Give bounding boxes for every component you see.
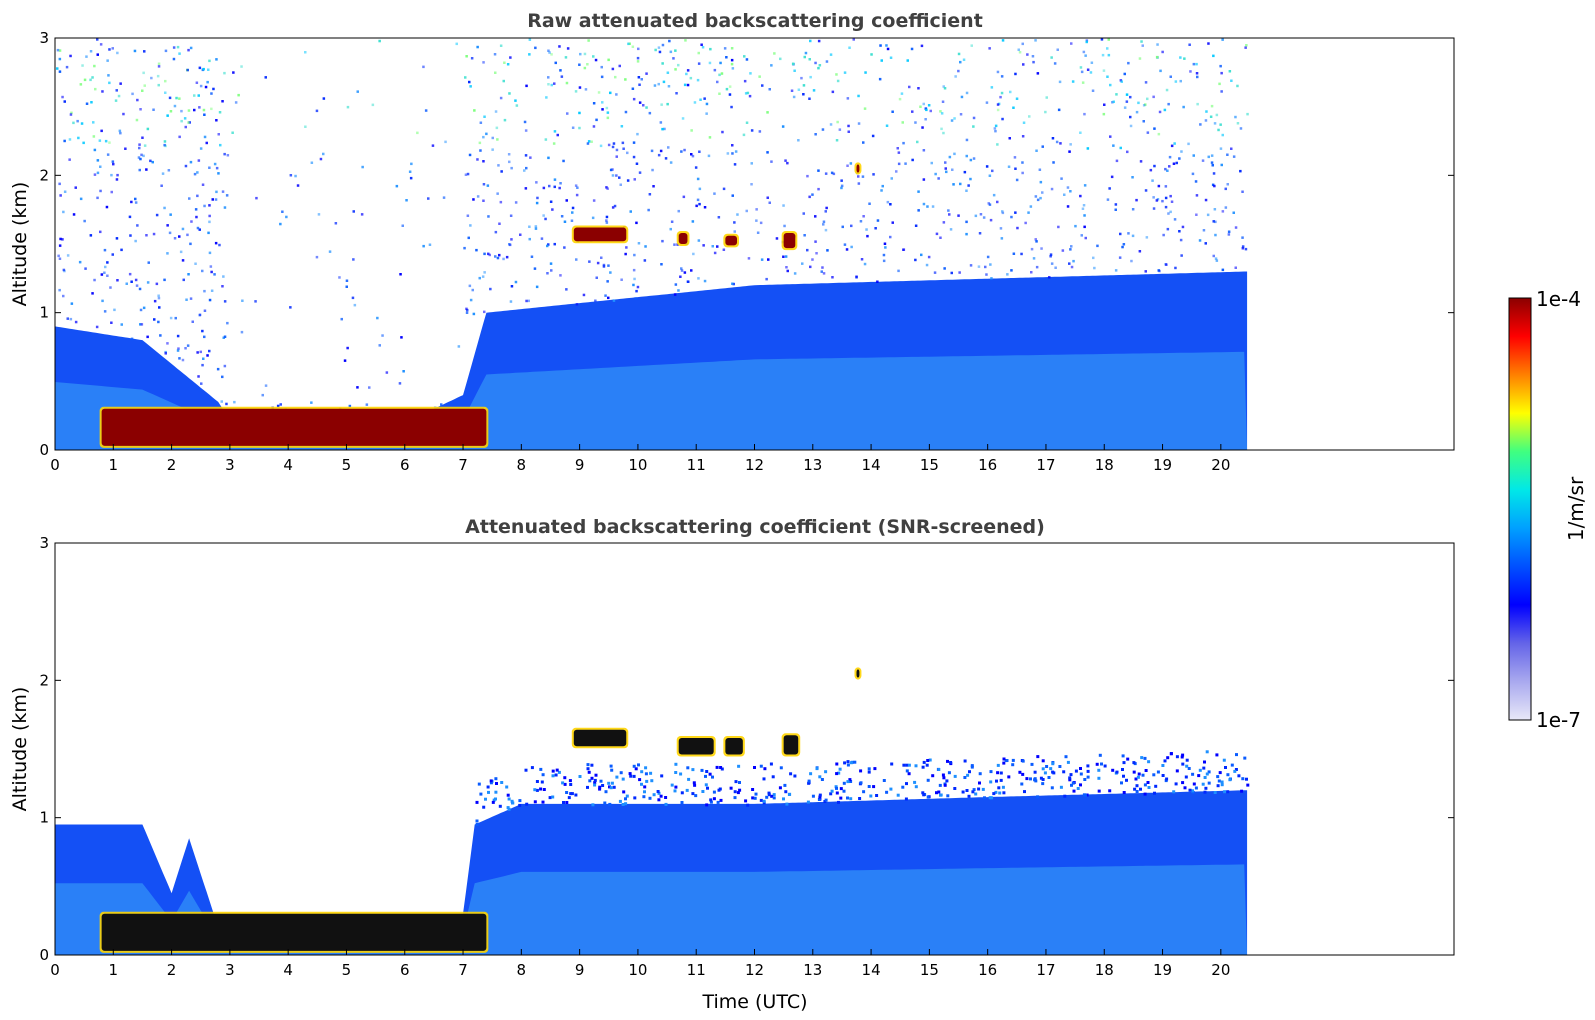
raw-x-tick-label: 12	[745, 456, 764, 474]
snr-x-tick-label: 11	[687, 961, 706, 979]
colorbar: 1e-4 1e-7 1/m/sr	[1508, 287, 1588, 732]
snr-y-tick-label: 3	[39, 534, 49, 552]
raw-feature-0	[99, 406, 489, 448]
snr-heatmap	[55, 667, 1250, 955]
snr-feature-2	[676, 736, 716, 757]
snr-feature-5	[854, 667, 862, 680]
snr-feature-4	[781, 733, 801, 757]
snr-feature-1	[571, 727, 629, 749]
colorbar-scale	[1508, 297, 1532, 721]
raw-backscatter-panel: Raw attenuated backscattering coefficien…	[9, 10, 1455, 474]
snr-feature-3	[723, 736, 745, 757]
snr-x-tick-label: 10	[628, 961, 647, 979]
raw-x-tick-label: 17	[1036, 456, 1055, 474]
snr-x-tick-label: 17	[1036, 961, 1055, 979]
raw-y-tick-label: 2	[39, 166, 49, 184]
raw-x-tick-label: 11	[687, 456, 706, 474]
snr-x-tick-label: 13	[803, 961, 822, 979]
snr-x-tick-label: 5	[342, 961, 352, 979]
snr-y-tick-label: 1	[39, 809, 49, 827]
raw-x-tick-label: 8	[517, 456, 527, 474]
snr-y-tick-label: 2	[39, 671, 49, 689]
raw-x-tick-label: 16	[978, 456, 997, 474]
raw-y-tick-label: 3	[39, 29, 49, 47]
colorbar-max-label: 1e-4	[1536, 287, 1581, 311]
snr-feature-0	[99, 911, 489, 953]
snr-x-tick-label: 9	[575, 961, 585, 979]
snr-screened-panel: Attenuated backscattering coefficient (S…	[9, 516, 1455, 1013]
snr-y-tick-label: 0	[39, 946, 49, 964]
raw-feature-3	[723, 233, 740, 248]
raw-x-tick-label: 1	[109, 456, 119, 474]
snr-x-tick-label: 15	[920, 961, 939, 979]
raw-x-tick-label: 0	[50, 456, 60, 474]
raw-x-tick-label: 10	[628, 456, 647, 474]
raw-x-tick-label: 19	[1153, 456, 1172, 474]
raw-x-tick-label: 2	[167, 456, 177, 474]
raw-feature-5	[854, 162, 862, 175]
raw-x-tick-label: 6	[400, 456, 410, 474]
raw-x-tick-label: 14	[862, 456, 881, 474]
snr-y-axis-label: Altitude (km)	[9, 687, 31, 812]
snr-panel-title: Attenuated backscattering coefficient (S…	[465, 516, 1045, 538]
raw-y-axis-label: Altitude (km)	[9, 182, 31, 307]
raw-x-tick-label: 18	[1095, 456, 1114, 474]
raw-feature-4	[781, 231, 798, 251]
raw-feature-2	[676, 231, 690, 246]
snr-x-tick-label: 12	[745, 961, 764, 979]
raw-x-tick-label: 7	[458, 456, 468, 474]
snr-x-tick-label: 8	[517, 961, 527, 979]
snr-x-tick-label: 3	[225, 961, 235, 979]
raw-x-tick-label: 5	[342, 456, 352, 474]
raw-y-tick-label: 0	[39, 441, 49, 459]
snr-x-tick-label: 20	[1211, 961, 1230, 979]
snr-x-tick-label: 19	[1153, 961, 1172, 979]
snr-x-tick-label: 18	[1095, 961, 1114, 979]
colorbar-min-label: 1e-7	[1536, 708, 1581, 732]
snr-x-tick-label: 0	[50, 961, 60, 979]
raw-x-tick-label: 15	[920, 456, 939, 474]
raw-y-tick-label: 1	[39, 304, 49, 322]
snr-x-tick-label: 14	[862, 961, 881, 979]
snr-lower-layer	[55, 864, 1248, 955]
raw-lower-layer	[55, 351, 1248, 450]
snr-x-tick-label: 4	[283, 961, 293, 979]
snr-x-tick-label: 16	[978, 961, 997, 979]
raw-feature-1	[571, 225, 629, 244]
snr-x-tick-label: 1	[109, 961, 119, 979]
raw-x-tick-label: 20	[1211, 456, 1230, 474]
snr-noise-speckle	[475, 750, 1250, 826]
raw-heatmap	[55, 38, 1249, 450]
raw-x-tick-label: 13	[803, 456, 822, 474]
colorbar-unit-label: 1/m/sr	[1564, 476, 1588, 541]
raw-x-tick-label: 4	[283, 456, 293, 474]
raw-panel-title: Raw attenuated backscattering coefficien…	[527, 10, 983, 32]
raw-x-tick-label: 3	[225, 456, 235, 474]
x-axis-label: Time (UTC)	[701, 991, 807, 1013]
snr-x-tick-label: 2	[167, 961, 177, 979]
snr-x-tick-label: 7	[458, 961, 468, 979]
raw-x-tick-label: 9	[575, 456, 585, 474]
snr-x-tick-label: 6	[400, 961, 410, 979]
